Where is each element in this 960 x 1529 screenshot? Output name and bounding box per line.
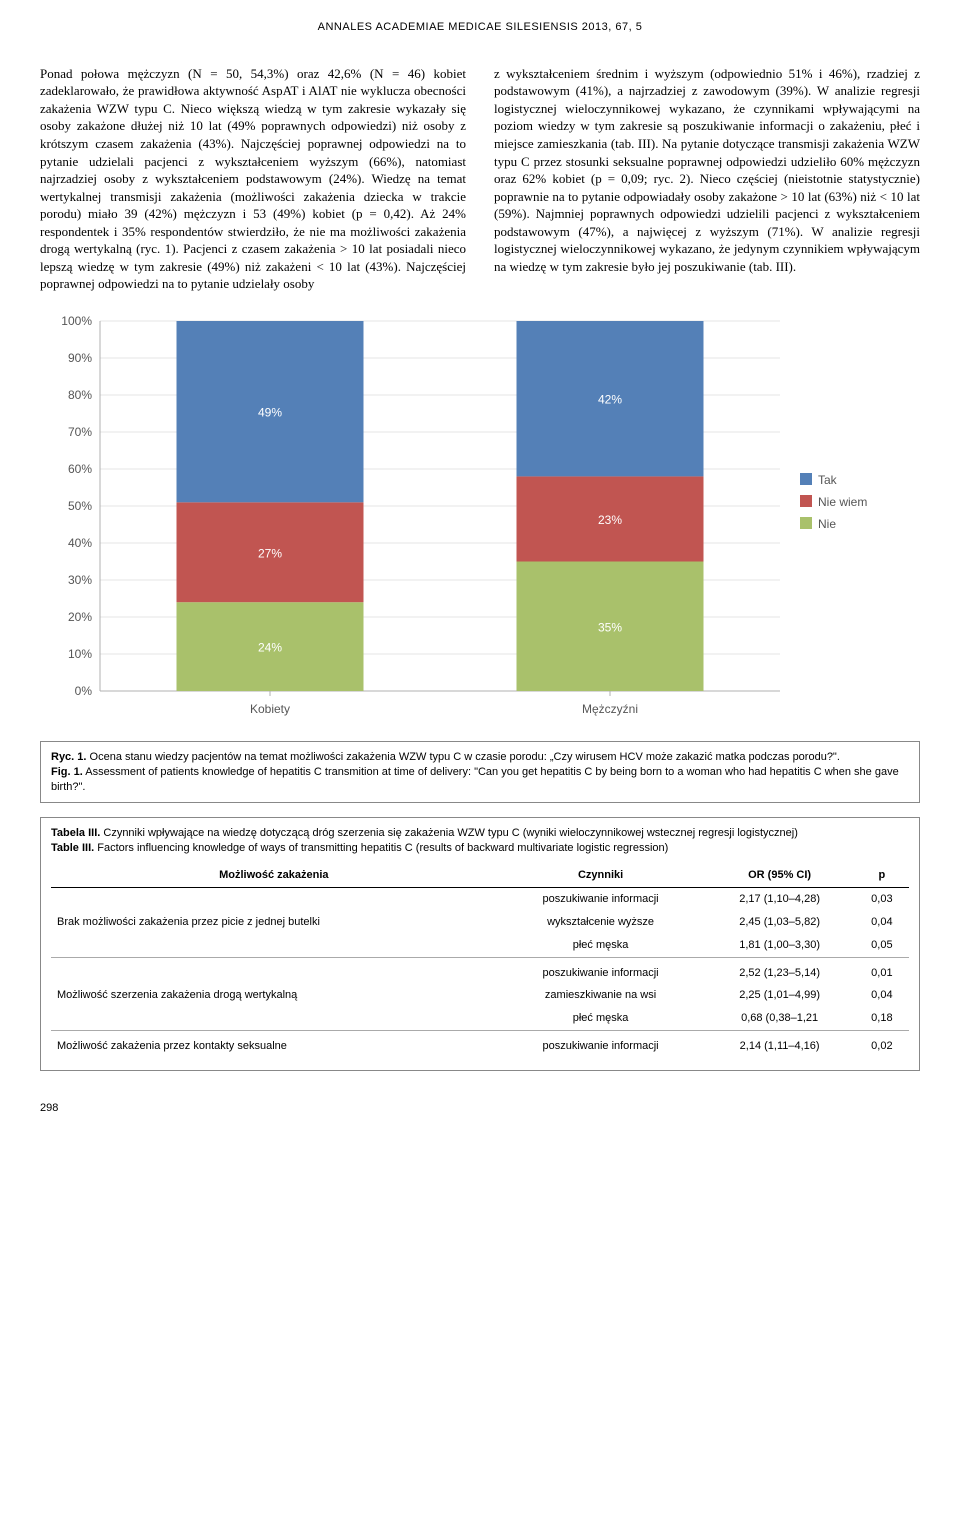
table-cell-or: 2,14 (1,11–4,16) bbox=[704, 1031, 854, 1058]
figure-caption-box: Ryc. 1. Ocena stanu wiedzy pacjentów na … bbox=[40, 741, 920, 804]
table-cell-or: 0,68 (0,38–1,21 bbox=[704, 1007, 854, 1030]
table-cell-p: 0,05 bbox=[855, 934, 909, 957]
figure-1-chart: 0% 10% 20% 30% 40% 50% 60% 70% 80% 90% 100% 24% 27% 4… bbox=[40, 311, 920, 731]
tabela-text: Czynniki wpływające na wiedzę dotyczącą … bbox=[100, 827, 798, 839]
table-cell-factor: poszukiwanie informacji bbox=[497, 888, 705, 911]
table-cell-factor: zamieszkiwanie na wsi bbox=[497, 984, 705, 1007]
th-factors: Czynniki bbox=[497, 864, 705, 887]
svg-text:42%: 42% bbox=[598, 393, 622, 407]
fig-text: Assessment of patients knowledge of hepa… bbox=[51, 766, 899, 793]
table-text: Factors influencing knowledge of ways of… bbox=[94, 842, 668, 854]
table-cell-p: 0,18 bbox=[855, 1007, 909, 1030]
page-number: 298 bbox=[40, 1101, 920, 1116]
table-row-possibility: Możliwość szerzenia zakażenia drogą wert… bbox=[51, 957, 497, 1031]
th-p: p bbox=[855, 864, 909, 887]
table-cell-or: 2,52 (1,23–5,14) bbox=[704, 957, 854, 984]
svg-text:20%: 20% bbox=[68, 610, 92, 624]
svg-text:Nie wiem: Nie wiem bbox=[818, 495, 867, 509]
svg-text:23%: 23% bbox=[598, 513, 622, 527]
svg-text:80%: 80% bbox=[68, 388, 92, 402]
fig-label: Fig. 1. bbox=[51, 766, 83, 778]
svg-text:49%: 49% bbox=[258, 406, 282, 420]
body-columns: Ponad połowa mężczyzn (N = 50, 54,3%) or… bbox=[40, 65, 920, 293]
svg-text:100%: 100% bbox=[61, 314, 92, 328]
ryc-text: Ocena stanu wiedzy pacjentów na temat mo… bbox=[86, 751, 839, 763]
table-cell-factor: poszukiwanie informacji bbox=[497, 957, 705, 984]
body-text-right: z wykształceniem średnim i wyższym (odpo… bbox=[494, 65, 920, 276]
svg-text:35%: 35% bbox=[598, 620, 622, 634]
running-head: ANNALES ACADEMIAE MEDICAE SILESIENSIS 20… bbox=[40, 20, 920, 35]
svg-text:60%: 60% bbox=[68, 462, 92, 476]
svg-text:40%: 40% bbox=[68, 536, 92, 550]
svg-text:Nie: Nie bbox=[818, 517, 836, 531]
th-possibility: Możliwość zakażenia bbox=[51, 864, 497, 887]
svg-text:0%: 0% bbox=[75, 684, 93, 698]
table-cell-p: 0,03 bbox=[855, 888, 909, 911]
svg-text:90%: 90% bbox=[68, 351, 92, 365]
svg-text:Tak: Tak bbox=[818, 473, 838, 487]
table-cell-p: 0,01 bbox=[855, 957, 909, 984]
th-or: OR (95% CI) bbox=[704, 864, 854, 887]
table-cell-p: 0,04 bbox=[855, 911, 909, 934]
table-label: Table III. bbox=[51, 842, 94, 854]
svg-text:30%: 30% bbox=[68, 573, 92, 587]
table-row-possibility: Możliwość zakażenia przez kontakty seksu… bbox=[51, 1031, 497, 1058]
table-cell-p: 0,02 bbox=[855, 1031, 909, 1058]
svg-text:24%: 24% bbox=[258, 641, 282, 655]
tabela-label: Tabela III. bbox=[51, 827, 100, 839]
ryc-label: Ryc. 1. bbox=[51, 751, 86, 763]
body-text-left: Ponad połowa mężczyzn (N = 50, 54,3%) or… bbox=[40, 65, 466, 293]
table-row-possibility: Brak możliwości zakażenia przez picie z … bbox=[51, 888, 497, 958]
table-cell-factor: płeć męska bbox=[497, 1007, 705, 1030]
svg-text:Kobiety: Kobiety bbox=[250, 702, 290, 716]
svg-text:50%: 50% bbox=[68, 499, 92, 513]
table-3-box: Tabela III. Czynniki wpływające na wiedz… bbox=[40, 817, 920, 1070]
svg-text:70%: 70% bbox=[68, 425, 92, 439]
table-cell-factor: wykształcenie wyższe bbox=[497, 911, 705, 934]
table-cell-p: 0,04 bbox=[855, 984, 909, 1007]
table-3: Możliwość zakażenia Czynniki OR (95% CI)… bbox=[51, 864, 909, 1058]
table-cell-or: 1,81 (1,00–3,30) bbox=[704, 934, 854, 957]
svg-text:10%: 10% bbox=[68, 647, 92, 661]
table-cell-factor: płeć męska bbox=[497, 934, 705, 957]
table-cell-or: 2,17 (1,10–4,28) bbox=[704, 888, 854, 911]
svg-text:Mężczyźni: Mężczyźni bbox=[582, 702, 638, 716]
svg-text:27%: 27% bbox=[258, 546, 282, 560]
stacked-bar-chart-svg: 0% 10% 20% 30% 40% 50% 60% 70% 80% 90% 100% 24% 27% 4… bbox=[40, 311, 920, 731]
table-cell-or: 2,25 (1,01–4,99) bbox=[704, 984, 854, 1007]
table-cell-or: 2,45 (1,03–5,82) bbox=[704, 911, 854, 934]
table-cell-factor: poszukiwanie informacji bbox=[497, 1031, 705, 1058]
